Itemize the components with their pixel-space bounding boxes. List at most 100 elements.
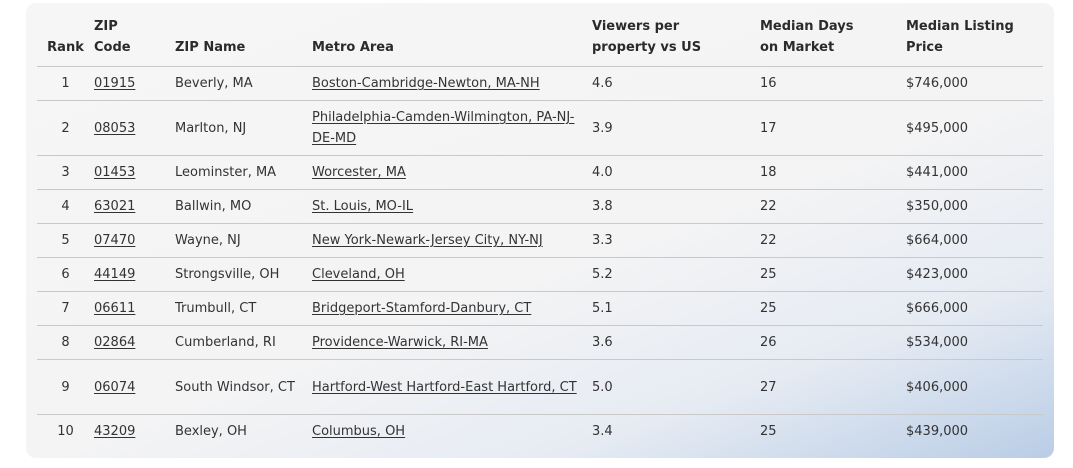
table-row: 10 43209 Bexley, OH Columbus, OH 3.4 25 … — [37, 415, 1043, 449]
metro-cell: Boston-Cambridge-Newton, MA-NH — [312, 66, 592, 101]
zip-cell: 08053 — [94, 100, 175, 156]
zip-cell: 01453 — [94, 155, 175, 190]
header-viewers-per-property: Viewers per property vs US — [592, 16, 760, 67]
price-cell: $664,000 — [906, 223, 1043, 258]
zip-cell: 06611 — [94, 291, 175, 326]
days-cell: 22 — [760, 223, 906, 258]
header-zip-name: ZIP Name — [175, 16, 312, 67]
metro-area-link[interactable]: Hartford-West Hartford-East Hartford, CT — [312, 379, 577, 395]
rank-cell: 5 — [37, 223, 94, 258]
days-cell: 26 — [760, 325, 906, 360]
days-cell: 17 — [760, 100, 906, 156]
zip-name-cell: Strongsville, OH — [175, 257, 312, 292]
price-cell: $534,000 — [906, 325, 1043, 360]
metro-area-link[interactable]: Bridgeport-Stamford-Danbury, CT — [312, 301, 532, 316]
viewers-cell: 3.4 — [592, 424, 613, 439]
viewers-cell: 3.3 — [592, 223, 760, 258]
price-cell: $746,000 — [906, 66, 1043, 101]
viewers-cell: 5.2 — [592, 257, 760, 292]
metro-cell: Philadelphia-Camden-Wilmington, PA-NJ-DE… — [312, 100, 592, 156]
metro-area-link[interactable]: New York-Newark-Jersey City, NY-NJ — [312, 233, 543, 248]
rank-cell: 6 — [37, 257, 94, 292]
header-rank: Rank — [37, 16, 94, 67]
viewers-cell: 4.6 — [592, 66, 760, 101]
header-zip-code: ZIP Code — [94, 16, 175, 67]
rank-cell: 2 — [37, 100, 94, 156]
viewers-cell: 3.8 — [592, 189, 760, 224]
days-cell: 27 — [760, 359, 906, 415]
metro-cell: St. Louis, MO-IL — [312, 189, 592, 224]
header-metro-area: Metro Area — [312, 16, 592, 67]
metro-area-link[interactable]: Philadelphia-Camden-Wilmington, PA-NJ-DE… — [312, 110, 575, 146]
zip-name-cell: Beverly, MA — [175, 66, 312, 101]
zip-code-link[interactable]: 01915 — [94, 76, 136, 91]
rank-cell: 8 — [37, 325, 94, 360]
header-median-listing-price: Median Listing Price — [906, 16, 1043, 67]
price-cell: $666,000 — [906, 291, 1043, 326]
metro-area-link[interactable]: Worcester, MA — [312, 165, 406, 180]
zip-name-cell: Wayne, NJ — [175, 223, 312, 258]
viewers-cell: 4.0 — [592, 155, 760, 190]
metro-cell: Bridgeport-Stamford-Danbury, CT — [312, 291, 592, 326]
rankings-table-card: Rank ZIP Code ZIP Name Metro Area Viewer… — [26, 3, 1054, 458]
zip-name-cell: Trumbull, CT — [175, 291, 312, 326]
table-row: 7 06611 Trumbull, CT Bridgeport-Stamford… — [37, 291, 1043, 326]
metro-area-link[interactable]: Providence-Warwick, RI-MA — [312, 335, 488, 350]
metro-cell: New York-Newark-Jersey City, NY-NJ — [312, 223, 592, 258]
zip-name-cell: Cumberland, RI — [175, 325, 312, 360]
metro-area-link[interactable]: Cleveland, OH — [312, 267, 405, 282]
zip-code-link[interactable]: 06611 — [94, 301, 136, 316]
table-row: 5 07470 Wayne, NJ New York-Newark-Jersey… — [37, 223, 1043, 258]
price-cell: $423,000 — [906, 257, 1043, 292]
viewers-cell: 5.1 — [592, 291, 760, 326]
zip-name-cell: South Windsor, CT — [175, 359, 312, 415]
price-cell: $441,000 — [906, 155, 1043, 190]
price-cell: $495,000 — [906, 100, 1043, 156]
price-cell: $350,000 — [906, 189, 1043, 224]
zip-code-link[interactable]: 63021 — [94, 199, 136, 214]
zip-cell: 07470 — [94, 223, 175, 258]
table-row: 3 01453 Leominster, MA Worcester, MA 4.0… — [37, 155, 1043, 190]
viewers-cell: 5.0 — [592, 359, 760, 415]
viewers-cell: 3.6 — [592, 325, 760, 360]
zip-code-link[interactable]: 02864 — [94, 335, 136, 350]
rank-cell: 4 — [37, 189, 94, 224]
table-row: 1 01915 Beverly, MA Boston-Cambridge-New… — [37, 66, 1043, 101]
days-cell: 25 — [760, 291, 906, 326]
zip-cell: 44149 — [94, 257, 175, 292]
zip-code-link[interactable]: 43209 — [94, 424, 136, 439]
zip-cell: 06074 — [94, 359, 175, 415]
days-cell: 18 — [760, 155, 906, 190]
rank-cell: 10 — [57, 424, 74, 439]
zip-code-link[interactable]: 01453 — [94, 165, 136, 180]
price-cell: $439,000 — [906, 424, 969, 439]
zip-cell: 43209 — [94, 415, 175, 449]
rank-cell: 3 — [37, 155, 94, 190]
zip-name-cell: Marlton, NJ — [175, 100, 312, 156]
metro-cell: Hartford-West Hartford-East Hartford, CT — [312, 359, 592, 415]
zip-cell: 01915 — [94, 66, 175, 101]
metro-cell: Worcester, MA — [312, 155, 592, 190]
metro-area-link[interactable]: Columbus, OH — [312, 424, 406, 439]
zip-code-link[interactable]: 08053 — [94, 120, 136, 136]
table-header-row: Rank ZIP Code ZIP Name Metro Area Viewer… — [37, 16, 1043, 67]
zip-code-link[interactable]: 06074 — [94, 379, 136, 395]
zip-code-link[interactable]: 44149 — [94, 267, 136, 282]
rank-cell: 1 — [37, 66, 94, 101]
table-row: 8 02864 Cumberland, RI Providence-Warwic… — [37, 325, 1043, 360]
days-cell: 16 — [760, 66, 906, 101]
price-cell: $406,000 — [906, 359, 1043, 415]
metro-area-link[interactable]: Boston-Cambridge-Newton, MA-NH — [312, 76, 540, 91]
days-cell: 25 — [760, 257, 906, 292]
zip-rankings-table: Rank ZIP Code ZIP Name Metro Area Viewer… — [37, 16, 1043, 448]
zip-code-link[interactable]: 07470 — [94, 233, 136, 248]
metro-area-link[interactable]: St. Louis, MO-IL — [312, 199, 414, 214]
table-row: 4 63021 Ballwin, MO St. Louis, MO-IL 3.8… — [37, 189, 1043, 224]
metro-cell: Providence-Warwick, RI-MA — [312, 325, 592, 360]
zip-cell: 63021 — [94, 189, 175, 224]
zip-name-cell: Ballwin, MO — [175, 189, 312, 224]
viewers-cell: 3.9 — [592, 100, 760, 156]
table-row: 2 08053 Marlton, NJ Philadelphia-Camden-… — [37, 100, 1043, 156]
header-median-days-on-market: Median Days on Market — [760, 16, 906, 67]
zip-name-cell: Bexley, OH — [175, 424, 247, 439]
